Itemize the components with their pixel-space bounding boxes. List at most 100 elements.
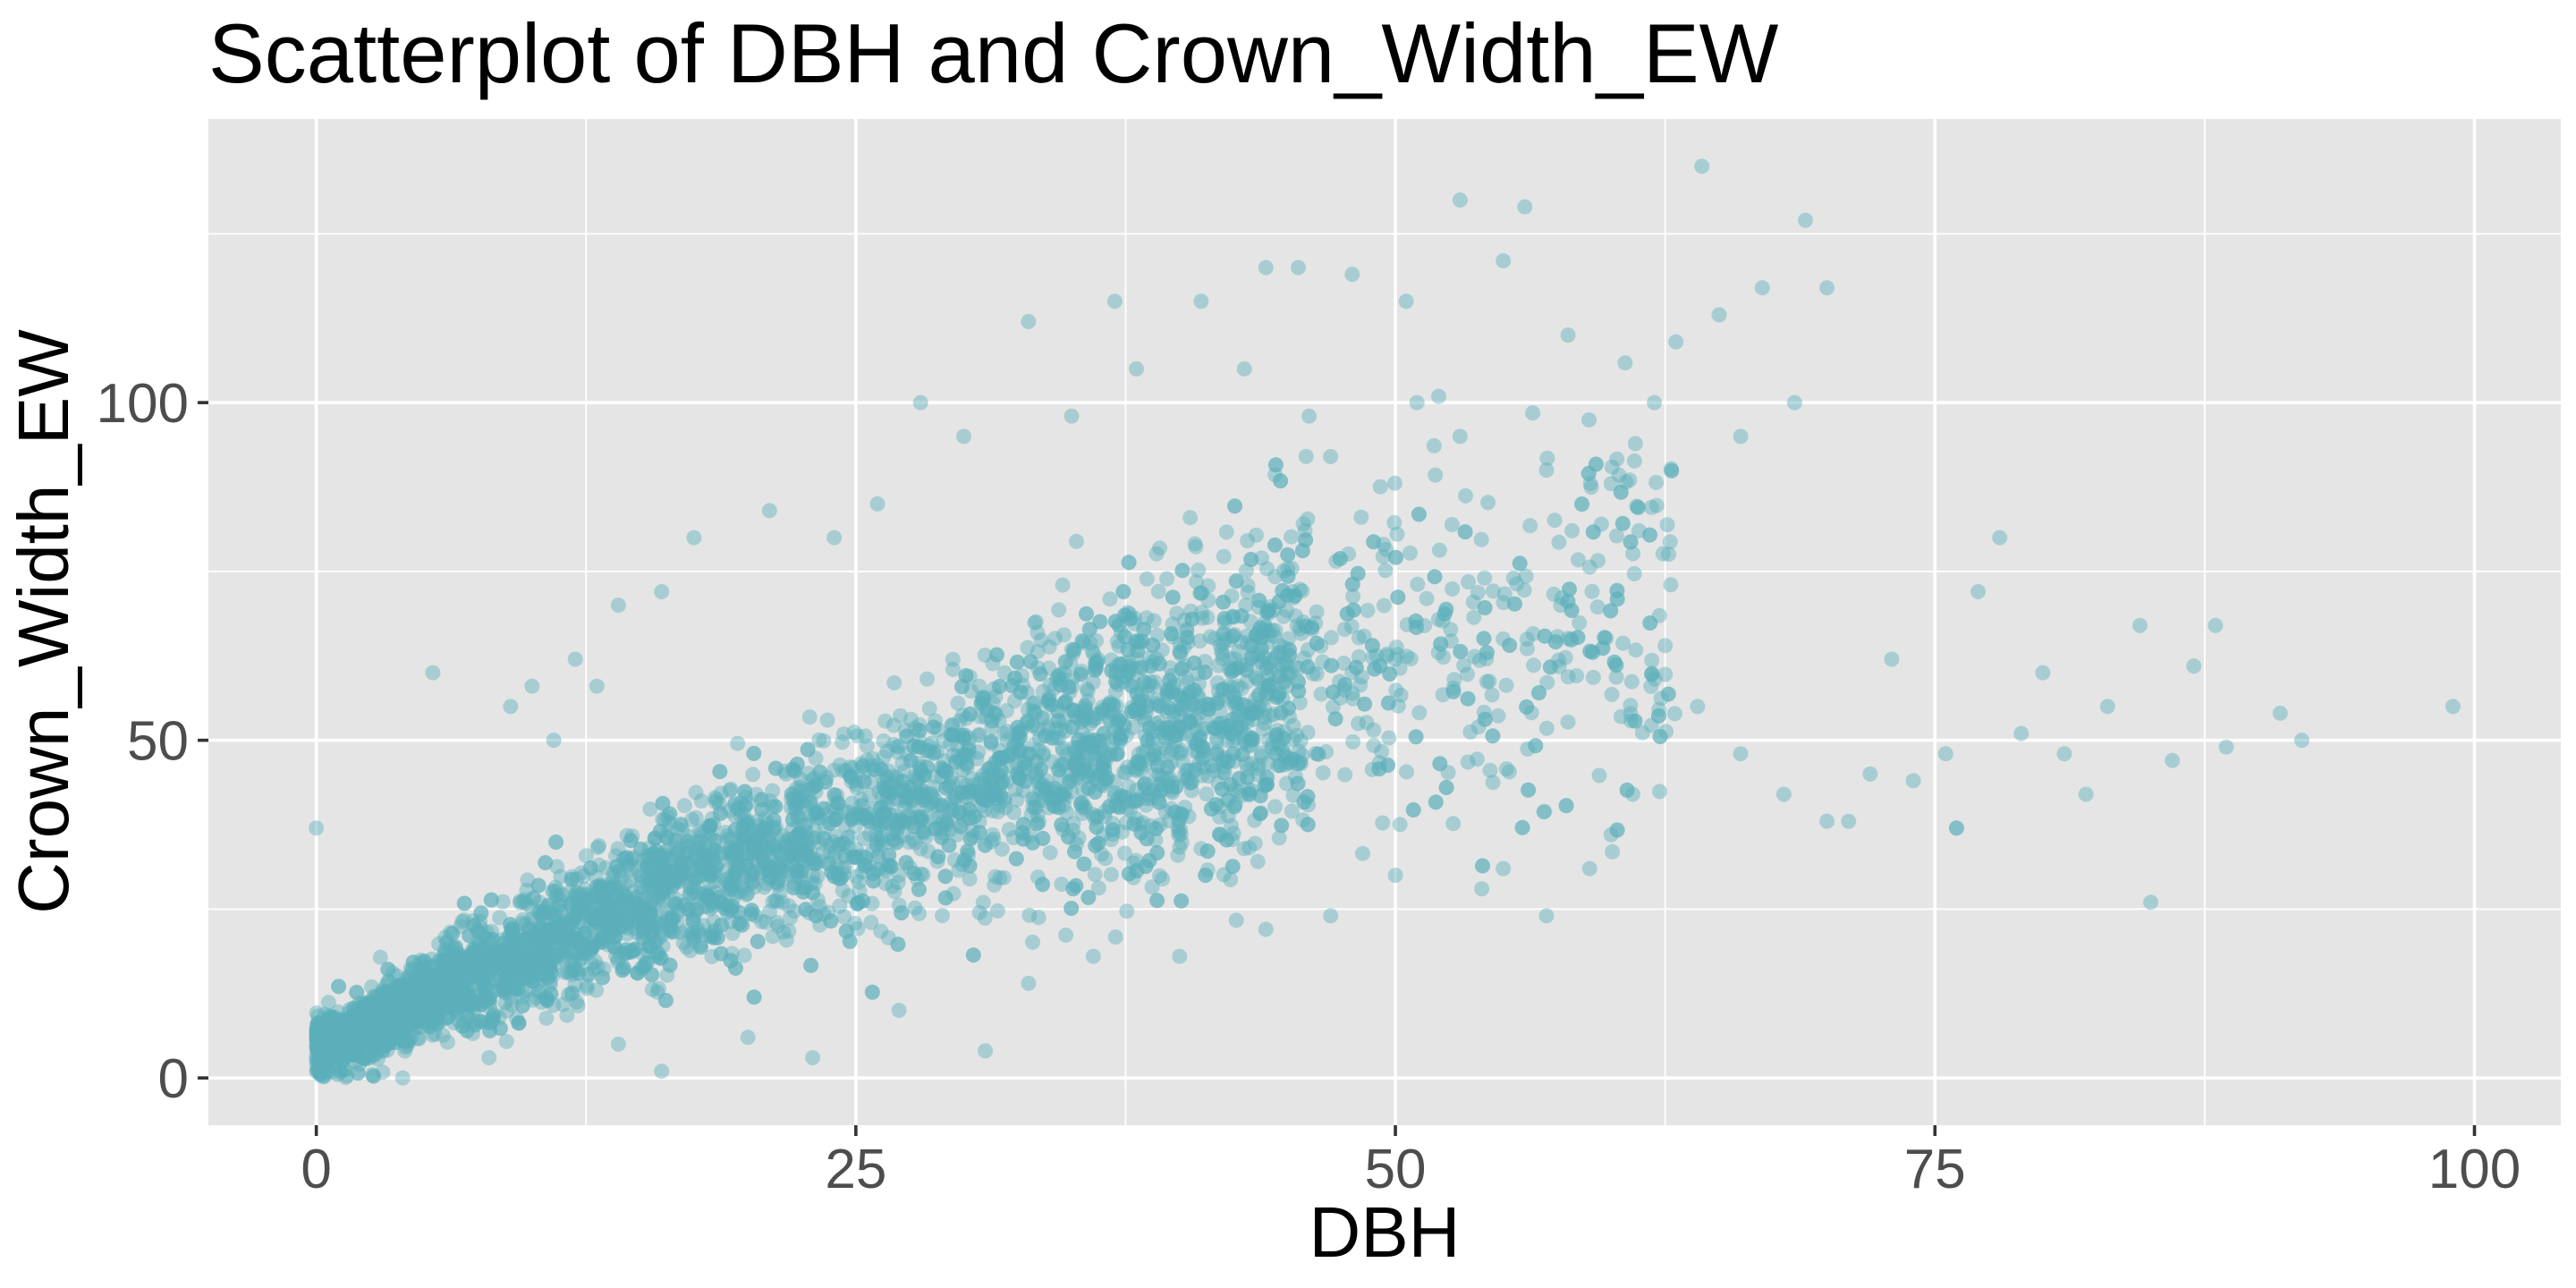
data-point <box>327 1013 343 1028</box>
data-point <box>309 1043 326 1059</box>
data-point <box>1149 845 1165 860</box>
data-point <box>1485 775 1501 791</box>
data-point <box>736 829 752 845</box>
data-point <box>425 1013 441 1030</box>
data-point <box>1006 804 1021 820</box>
data-point <box>615 894 631 911</box>
data-point <box>338 1032 354 1048</box>
data-point <box>358 1021 374 1037</box>
data-point <box>672 871 688 887</box>
data-point <box>530 877 547 894</box>
data-point <box>606 877 622 894</box>
data-point <box>1065 670 1081 686</box>
data-point <box>750 934 766 950</box>
data-point <box>1096 733 1112 749</box>
data-point <box>1121 654 1137 670</box>
data-point <box>975 767 991 784</box>
data-point <box>440 950 456 966</box>
data-point <box>598 894 614 911</box>
data-point <box>1303 619 1319 635</box>
data-point <box>871 784 887 801</box>
data-point <box>309 1063 325 1080</box>
data-point <box>708 867 724 883</box>
data-point <box>856 774 872 790</box>
data-point <box>1125 869 1141 886</box>
data-point <box>645 868 661 884</box>
data-point <box>883 807 899 823</box>
data-point <box>1104 738 1120 754</box>
data-point <box>1157 722 1173 738</box>
data-point <box>722 802 738 818</box>
data-point <box>676 897 692 913</box>
data-point <box>333 1062 349 1078</box>
data-point <box>1233 681 1250 697</box>
data-point <box>707 833 723 849</box>
data-point <box>739 886 754 902</box>
data-point <box>1005 738 1021 754</box>
data-point <box>674 898 691 913</box>
data-point <box>1122 606 1138 622</box>
data-point <box>938 815 954 831</box>
data-point <box>1243 705 1259 721</box>
data-point <box>913 866 929 882</box>
data-point <box>1655 546 1671 562</box>
data-point <box>348 1011 364 1027</box>
data-point <box>527 952 543 968</box>
data-point <box>327 1035 343 1051</box>
data-point <box>986 761 1001 777</box>
data-point <box>775 872 791 888</box>
data-point <box>1300 817 1316 833</box>
data-point <box>520 872 536 888</box>
data-point <box>795 852 811 869</box>
data-point <box>1332 551 1348 567</box>
data-point <box>841 888 857 904</box>
data-point <box>727 797 742 813</box>
data-point <box>930 722 946 738</box>
data-point <box>579 980 595 996</box>
data-point <box>1097 771 1113 787</box>
data-point <box>321 1042 336 1058</box>
data-point <box>407 1014 423 1030</box>
data-point <box>1260 668 1276 684</box>
data-point <box>885 878 901 894</box>
data-point <box>1073 714 1089 730</box>
data-point <box>326 1032 343 1048</box>
data-point <box>309 1023 325 1039</box>
data-points <box>309 158 2461 1086</box>
data-point <box>1209 675 1225 691</box>
data-point <box>606 939 623 955</box>
data-point <box>1199 708 1215 723</box>
data-point <box>355 1016 371 1032</box>
data-point <box>1194 605 1210 621</box>
data-point <box>1045 784 1061 800</box>
data-point <box>886 832 902 848</box>
data-point <box>329 1037 345 1053</box>
data-point <box>754 801 770 818</box>
data-point <box>1183 783 1199 799</box>
data-point <box>1010 766 1026 782</box>
data-point <box>1389 526 1405 542</box>
data-point <box>445 938 461 954</box>
data-point <box>652 823 668 839</box>
data-point <box>1227 730 1243 746</box>
data-point <box>704 842 720 858</box>
data-point <box>572 951 589 967</box>
data-point <box>485 1011 501 1027</box>
data-point <box>1270 758 1286 774</box>
data-point <box>323 1048 339 1064</box>
data-point <box>312 1040 328 1056</box>
data-point <box>817 820 833 836</box>
data-point <box>309 1062 325 1078</box>
data-point <box>1133 762 1149 778</box>
data-point <box>1518 568 1534 584</box>
data-point <box>679 839 694 854</box>
data-point <box>753 835 769 851</box>
data-point <box>573 865 589 881</box>
data-point <box>486 983 502 999</box>
data-point <box>644 981 660 997</box>
data-point <box>1366 722 1382 738</box>
data-point <box>442 972 458 988</box>
data-point <box>1186 655 1202 671</box>
data-point <box>610 953 626 970</box>
data-point <box>494 954 510 970</box>
